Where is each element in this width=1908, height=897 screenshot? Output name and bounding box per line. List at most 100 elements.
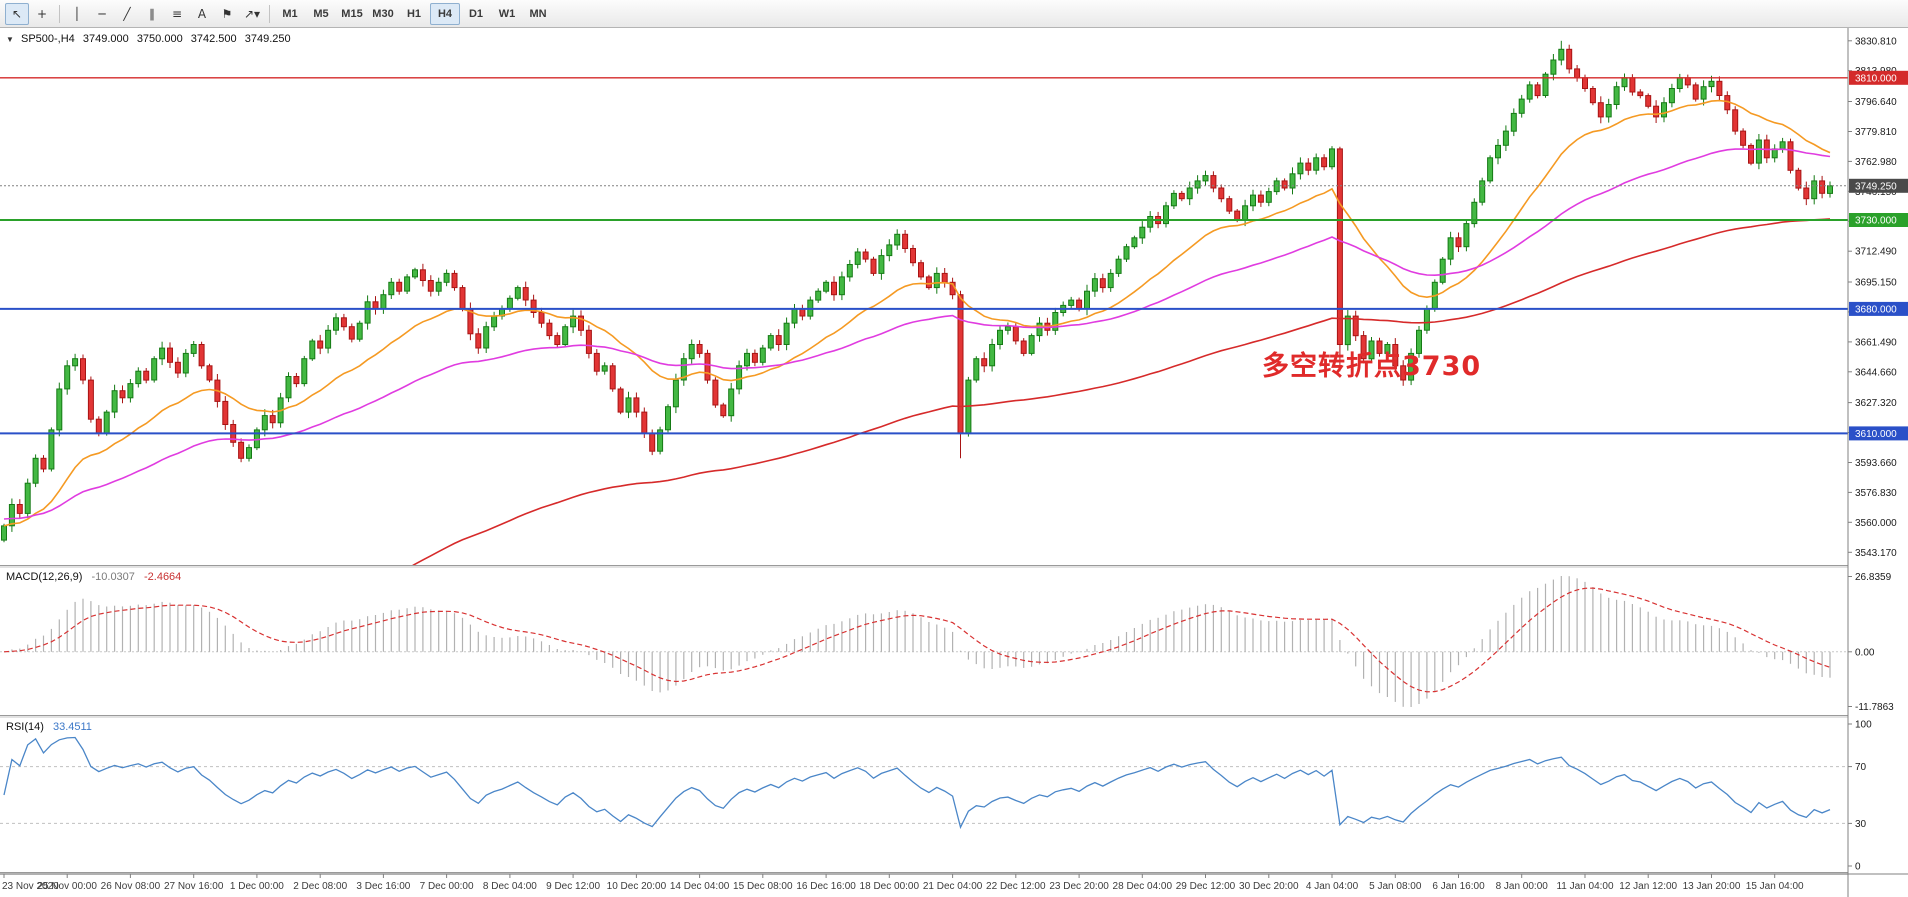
vertical-line-tool-button[interactable]: │	[65, 3, 89, 25]
svg-text:11 Jan 04:00: 11 Jan 04:00	[1556, 881, 1614, 892]
svg-text:27 Nov 16:00: 27 Nov 16:00	[164, 881, 224, 892]
timeframe-w1-button[interactable]: W1	[492, 3, 522, 25]
svg-text:12 Jan 12:00: 12 Jan 12:00	[1619, 881, 1677, 892]
svg-text:3695.150: 3695.150	[1855, 278, 1897, 289]
svg-text:3644.660: 3644.660	[1855, 367, 1897, 378]
timeframe-toolbar: M1 M5 M15 M30 H1 H4 D1 W1 MN	[275, 2, 553, 25]
svg-text:3610.000: 3610.000	[1855, 429, 1897, 440]
symbol-header: ▼ SP500-,H4 3749.000 3750.000 3742.500 3…	[6, 33, 296, 45]
ohlc-high: 3750.000	[136, 33, 183, 45]
arrows-tool-button[interactable]: ↗▾	[240, 3, 264, 25]
svg-text:5 Jan 08:00: 5 Jan 08:00	[1369, 881, 1422, 892]
svg-text:28 Dec 04:00: 28 Dec 04:00	[1113, 881, 1173, 892]
svg-text:2 Dec 08:00: 2 Dec 08:00	[293, 881, 347, 892]
svg-text:3543.170: 3543.170	[1855, 548, 1897, 559]
fibonacci-tool-button[interactable]: ≡	[165, 3, 189, 25]
svg-text:10 Dec 20:00: 10 Dec 20:00	[607, 881, 667, 892]
trendline-tool-button[interactable]: ╱	[115, 3, 139, 25]
svg-text:100: 100	[1855, 720, 1872, 731]
svg-text:3 Dec 16:00: 3 Dec 16:00	[356, 881, 410, 892]
timeframe-mn-button[interactable]: MN	[523, 3, 553, 25]
svg-text:3762.980: 3762.980	[1855, 157, 1897, 168]
svg-text:22 Dec 12:00: 22 Dec 12:00	[986, 881, 1046, 892]
ohlc-close: 3749.250	[244, 33, 291, 45]
timeframe-m5-button[interactable]: M5	[306, 3, 336, 25]
cursor-tool-button[interactable]: ↖	[5, 2, 29, 25]
svg-text:8 Jan 00:00: 8 Jan 00:00	[1496, 881, 1549, 892]
svg-text:16 Dec 16:00: 16 Dec 16:00	[796, 881, 856, 892]
svg-text:70: 70	[1855, 762, 1867, 773]
rsi-indicator-header: RSI(14) 33.4511	[6, 721, 92, 733]
timeframe-h1-button[interactable]: H1	[399, 3, 429, 25]
price-badge: 3810.000	[1849, 70, 1908, 85]
price-badge: 3749.250	[1849, 178, 1908, 193]
svg-text:23 Dec 20:00: 23 Dec 20:00	[1049, 881, 1109, 892]
rsi-pane	[0, 736, 1848, 830]
svg-text:3627.320: 3627.320	[1855, 398, 1897, 409]
svg-text:15 Dec 08:00: 15 Dec 08:00	[733, 881, 793, 892]
svg-text:1 Dec 00:00: 1 Dec 00:00	[230, 881, 284, 892]
drawing-toolbar: ↖ + │ ─ ╱ ∥ ≡ A ⚑ ↗▾	[5, 2, 274, 25]
pane-separator[interactable]	[0, 715, 1908, 718]
price-axis[interactable]: 3830.8103813.9803796.6403779.8103762.980…	[1847, 28, 1908, 897]
ma-slow-line	[412, 218, 1831, 565]
svg-text:30 Dec 20:00: 30 Dec 20:00	[1239, 881, 1299, 892]
macd-pane	[0, 576, 1848, 707]
svg-text:6 Jan 16:00: 6 Jan 16:00	[1432, 881, 1485, 892]
candlestick-series	[1, 40, 1833, 543]
svg-text:8 Dec 04:00: 8 Dec 04:00	[483, 881, 537, 892]
chart-annotation[interactable]: 多空转折点3730	[1262, 351, 1482, 382]
svg-text:3560.000: 3560.000	[1855, 518, 1897, 529]
crosshair-tool-button[interactable]: +	[30, 3, 54, 25]
horizontal-line-tool-button[interactable]: ─	[90, 3, 114, 25]
svg-text:25 Nov 00:00: 25 Nov 00:00	[37, 881, 97, 892]
svg-text:26.8359: 26.8359	[1855, 572, 1892, 583]
equidistant-channel-tool-button[interactable]: ∥	[140, 3, 164, 25]
ma-medium-line	[3, 148, 1831, 520]
svg-text:3576.830: 3576.830	[1855, 488, 1897, 499]
timeframe-d1-button[interactable]: D1	[461, 3, 491, 25]
svg-text:15 Jan 04:00: 15 Jan 04:00	[1746, 881, 1804, 892]
timeframe-m30-button[interactable]: M30	[368, 3, 398, 25]
svg-text:0: 0	[1855, 862, 1861, 873]
svg-text:0.00: 0.00	[1855, 647, 1875, 658]
macd-indicator-header: MACD(12,26,9) -10.0307 -2.4664	[6, 571, 181, 583]
svg-text:3810.000: 3810.000	[1855, 73, 1897, 84]
svg-text:9 Dec 12:00: 9 Dec 12:00	[546, 881, 600, 892]
price-badge: 3680.000	[1849, 301, 1908, 316]
svg-text:30: 30	[1855, 819, 1867, 830]
macd-signal-line	[3, 587, 1831, 693]
toolbar-separator	[59, 4, 60, 23]
price-badge: 3610.000	[1849, 426, 1908, 441]
svg-text:23 Nov 2020: 23 Nov 2020	[2, 881, 59, 892]
text-tool-button[interactable]: A	[190, 3, 214, 25]
macd-signal-value: -2.4664	[143, 571, 182, 583]
toolbar: ↖ + │ ─ ╱ ∥ ≡ A ⚑ ↗▾ M1 M5 M15 M30 H1 H4 D1 W1 MN	[0, 0, 1908, 28]
svg-text:3749.250: 3749.250	[1855, 181, 1897, 192]
svg-text:4 Jan 04:00: 4 Jan 04:00	[1306, 881, 1359, 892]
ohlc-low: 3742.500	[190, 33, 237, 45]
macd-name: MACD(12,26,9)	[6, 571, 83, 583]
svg-text:3593.660: 3593.660	[1855, 458, 1897, 469]
svg-text:7 Dec 00:00: 7 Dec 00:00	[420, 881, 474, 892]
pane-separator[interactable]	[0, 565, 1908, 568]
svg-text:3779.810: 3779.810	[1855, 127, 1897, 138]
svg-text:3661.490: 3661.490	[1855, 337, 1897, 348]
timeframe-h4-button[interactable]: H4	[430, 2, 460, 25]
label-tool-button[interactable]: ⚑	[215, 3, 239, 25]
chart-dropdown-caret[interactable]: ▼	[6, 35, 14, 44]
svg-text:3830.810: 3830.810	[1855, 36, 1897, 47]
rsi-value: 33.4511	[52, 721, 92, 733]
svg-text:13 Jan 20:00: 13 Jan 20:00	[1683, 881, 1741, 892]
timeframe-m1-button[interactable]: M1	[275, 3, 305, 25]
toolbar-separator	[269, 4, 270, 23]
timeframe-m15-button[interactable]: M15	[337, 3, 367, 25]
svg-text:3680.000: 3680.000	[1855, 304, 1897, 315]
svg-text:29 Dec 12:00: 29 Dec 12:00	[1176, 881, 1236, 892]
symbol-name: SP500-,H4	[20, 33, 75, 45]
svg-text:21 Dec 04:00: 21 Dec 04:00	[923, 881, 983, 892]
